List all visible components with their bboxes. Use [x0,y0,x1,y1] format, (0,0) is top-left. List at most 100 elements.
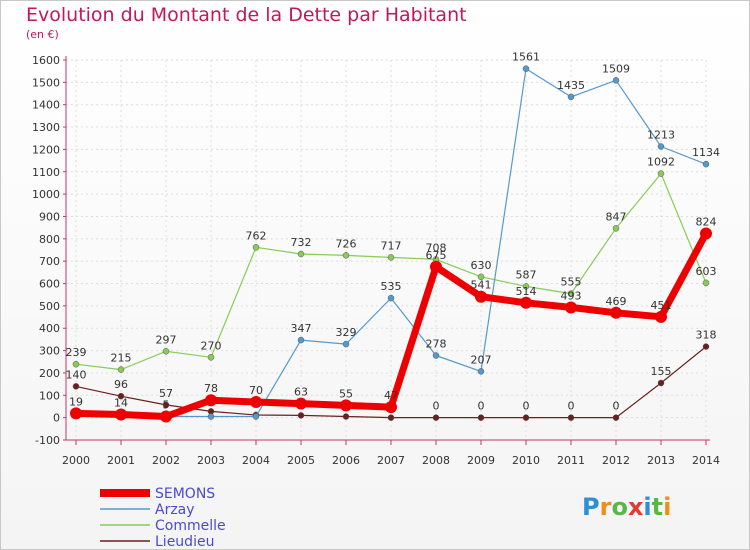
y-tick-label: 1100 [32,166,60,179]
data-point-lieudieu [612,414,620,421]
data-label-lieudieu: 155 [651,365,672,378]
data-point-semons [295,397,307,410]
x-tick-label: 2012 [602,454,630,467]
data-point-commelle [387,254,395,261]
data-point-arzay [342,340,350,348]
data-label-semons: 493 [561,289,582,302]
data-label-commelle: 239 [66,346,87,359]
logo-letter: t [652,493,663,521]
data-label-commelle: 215 [111,352,132,365]
data-point-semons [385,401,397,414]
data-label-lieudieu: 0 [523,400,530,413]
y-tick-label: 300 [39,345,60,358]
data-label-commelle: 762 [246,229,267,242]
data-label-semons: 469 [606,295,627,308]
data-point-arzay [477,368,485,375]
y-tick-label: 1500 [32,76,60,89]
data-label-lieudieu: 0 [433,400,440,413]
data-point-arzay [567,93,575,101]
data-point-semons [430,260,442,273]
data-label-commelle: 555 [561,276,582,289]
data-point-semons [655,310,667,323]
chart-title: Evolution du Montant de la Dette par Hab… [26,4,467,26]
x-tick-label: 2007 [377,454,405,467]
proxiti-logo: Proxiti [582,493,671,521]
series-lines [70,65,712,423]
data-point-commelle [342,252,350,259]
x-tick-label: 2001 [107,454,135,467]
data-label-commelle: 847 [606,210,627,223]
data-point-semons [250,396,262,408]
data-point-lieudieu [72,383,80,390]
data-label-semons: 70 [249,384,263,397]
logo-letter: P [582,493,600,521]
x-tick-label: 2013 [647,454,675,467]
data-label-arzay: 278 [426,338,447,351]
data-label-arzay: 329 [336,326,357,339]
data-point-semons [565,301,577,314]
data-label-semons: 63 [294,386,308,399]
data-label-commelle: 270 [201,339,222,352]
data-point-lieudieu [702,343,710,350]
data-label-lieudieu: 0 [568,400,575,413]
data-point-lieudieu [567,414,575,421]
logo-letter: o [611,493,628,521]
data-point-semons [700,227,712,240]
data-point-semons [520,296,532,309]
logo-text: Proxiti [582,493,671,521]
data-point-commelle [477,273,485,281]
data-point-semons [115,408,127,421]
data-point-semons [205,394,217,407]
data-label-arzay: 535 [381,280,402,293]
data-point-commelle [612,225,620,232]
y-tick-label: 500 [39,300,60,313]
x-tick-label: 2003 [197,454,225,467]
axes: -100010020030040050060070080090010001100… [32,54,720,467]
data-label-commelle: 1092 [647,156,675,169]
logo-letter: x [628,493,644,521]
data-point-lieudieu [297,412,305,419]
data-point-semons [610,306,622,319]
y-tick-label: 200 [39,367,60,380]
data-point-lieudieu [432,414,440,421]
y-tick-label: 1400 [32,99,60,112]
y-tick-label: 900 [39,210,60,223]
y-tick-label: 0 [53,412,60,425]
data-label-semons: 19 [69,395,83,408]
y-tick-label: 1300 [32,121,60,134]
data-label-semons: 824 [696,215,717,228]
data-label-semons: 78 [204,382,218,395]
data-point-arzay [252,413,260,420]
data-label-lieudieu: 0 [478,400,485,413]
x-tick-label: 2010 [512,454,540,467]
legend-label-arzay: Arzay [155,502,195,518]
data-point-commelle [657,170,665,177]
data-label-semons: 451 [651,299,672,312]
y-tick-label: 1200 [32,143,60,156]
logo-letter: i [643,493,651,521]
data-point-arzay [207,413,215,420]
data-label-commelle: 732 [291,236,312,249]
x-tick-label: 2002 [152,454,180,467]
data-label-arzay: 1561 [512,51,540,64]
legend-label-semons: SEMONS [155,486,215,502]
logo-letter: i [663,493,671,521]
data-label-semons: 5 [163,399,170,412]
data-label-lieudieu: 140 [66,368,87,381]
x-tick-label: 2008 [422,454,450,467]
data-label-commelle: 630 [471,259,492,272]
data-label-semons: 541 [471,279,492,292]
data-label-commelle: 708 [426,241,447,254]
data-label-commelle: 603 [696,265,717,278]
data-point-commelle [207,354,215,361]
data-label-arzay: 1213 [647,129,675,142]
data-label-semons: 675 [426,249,447,262]
data-label-arzay: 1509 [602,62,630,75]
data-point-semons [475,290,487,303]
data-point-commelle [162,348,170,355]
grid [66,59,707,441]
